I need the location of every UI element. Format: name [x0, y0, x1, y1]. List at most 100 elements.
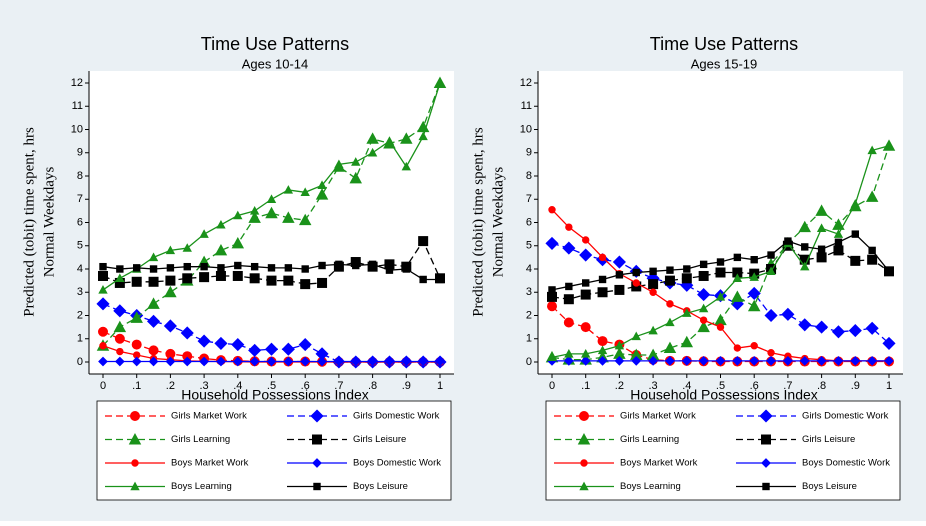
data-point	[648, 355, 658, 366]
data-point	[165, 245, 176, 255]
data-point	[867, 145, 877, 155]
y-tick-label: 3	[77, 286, 83, 298]
x-tick-label: .2	[615, 380, 624, 392]
data-point	[764, 308, 778, 323]
x-tick-label: .6	[750, 380, 759, 392]
data-point	[317, 277, 328, 288]
data-point	[614, 355, 625, 366]
legend-label: Boys Learning	[620, 481, 681, 492]
data-point	[98, 356, 108, 367]
y-tick-label: 10	[520, 123, 532, 135]
data-point	[233, 210, 243, 220]
y-axis-label: Normal Weekdays	[490, 167, 506, 278]
legend-marker	[761, 434, 771, 445]
y-tick-label: 1	[77, 333, 83, 345]
data-point	[131, 276, 142, 287]
x-tick-label: .4	[682, 380, 691, 392]
y-axis-label: Predicted (tobit) time spent, hrs	[470, 127, 486, 317]
data-point	[699, 316, 708, 324]
data-point	[698, 270, 709, 281]
data-point	[349, 171, 362, 184]
data-point	[199, 229, 209, 238]
data-point	[166, 264, 175, 272]
data-point	[401, 356, 412, 367]
x-tick-label: 0	[100, 380, 106, 392]
legend-label: Girls Market Work	[620, 411, 696, 422]
data-point	[267, 264, 276, 272]
data-point	[612, 255, 626, 269]
data-point	[867, 355, 878, 366]
data-point	[666, 300, 674, 308]
x-tick-label: .6	[301, 380, 310, 392]
data-point	[615, 271, 624, 279]
legend-label: Boys Market Work	[620, 458, 698, 469]
data-point	[216, 219, 226, 229]
data-point	[666, 266, 674, 274]
data-point	[882, 336, 896, 350]
data-point	[580, 355, 591, 366]
data-point	[300, 187, 310, 196]
legend-label: Boys Leisure	[353, 481, 408, 492]
data-point	[182, 273, 193, 284]
data-point	[98, 326, 108, 337]
data-point	[631, 355, 642, 366]
data-point	[885, 267, 893, 276]
data-point	[113, 320, 127, 333]
data-point	[563, 355, 574, 366]
data-point	[418, 356, 429, 367]
data-point	[597, 287, 608, 298]
data-point	[334, 159, 344, 169]
data-point	[715, 292, 726, 301]
data-point	[114, 333, 125, 344]
data-line	[102, 331, 440, 363]
data-point	[614, 284, 625, 295]
data-point	[182, 356, 193, 367]
data-point	[283, 356, 294, 367]
data-point	[148, 252, 159, 262]
y-tick-label: 6	[526, 216, 532, 228]
data-point	[799, 355, 810, 366]
data-point	[683, 265, 691, 273]
data-point	[232, 356, 243, 367]
data-point	[281, 342, 295, 356]
data-point	[548, 206, 556, 214]
series	[547, 240, 894, 305]
data-point	[384, 136, 395, 145]
data-point	[766, 355, 776, 366]
data-point	[631, 331, 641, 341]
data-point	[418, 236, 429, 247]
data-point	[582, 279, 590, 287]
data-point	[816, 252, 827, 263]
plot-area	[89, 71, 454, 374]
data-point	[197, 334, 211, 348]
data-point	[334, 356, 344, 367]
legend-marker	[580, 459, 588, 467]
legend-marker	[759, 409, 773, 423]
data-point	[580, 322, 591, 333]
data-point	[318, 261, 326, 270]
legend	[96, 400, 452, 501]
data-point	[834, 238, 843, 246]
data-point	[699, 260, 708, 269]
data-point	[681, 355, 692, 366]
series	[548, 230, 893, 294]
data-point	[733, 344, 742, 352]
y-tick-label: 2	[526, 309, 532, 321]
data-point	[597, 336, 608, 347]
data-point	[231, 338, 245, 352]
data-point	[249, 356, 260, 367]
data-point	[801, 243, 809, 251]
x-tick-label: .2	[166, 380, 175, 392]
data-point	[199, 356, 209, 367]
data-point	[565, 223, 573, 231]
data-point	[113, 304, 127, 318]
data-point	[116, 347, 124, 356]
data-point	[315, 188, 329, 200]
data-point	[848, 324, 862, 338]
x-tick-label: .1	[132, 380, 141, 392]
data-point	[565, 282, 573, 291]
legend-marker	[130, 481, 140, 491]
legend-marker	[312, 458, 322, 468]
data-point	[367, 356, 378, 367]
data-point	[300, 356, 311, 367]
